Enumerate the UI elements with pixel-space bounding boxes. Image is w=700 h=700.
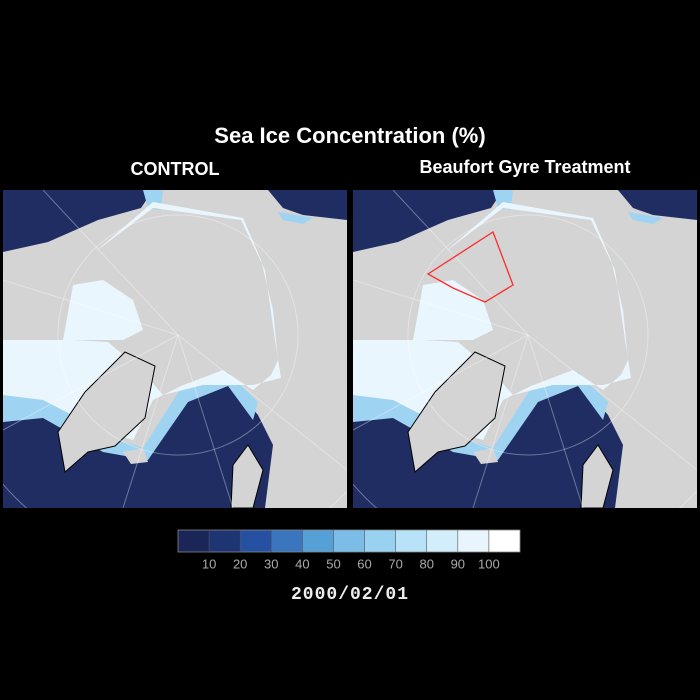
colorbar-tick-label: 30 <box>264 556 278 571</box>
colorbar-tick-label: 90 <box>451 556 465 571</box>
colorbar-tick-label: 70 <box>388 556 402 571</box>
colorbar-tick-label: 10 <box>202 556 216 571</box>
colorbar-box <box>395 530 427 552</box>
map-panel <box>353 190 697 508</box>
colorbar-box <box>426 530 458 552</box>
colorbar-tick-label: 100 <box>478 556 500 571</box>
colorbar-tick-label: 60 <box>357 556 371 571</box>
colorbar: 10 20 30 40 50 60 70 80 90 100 <box>177 529 521 571</box>
colorbar-tick-label: 20 <box>233 556 247 571</box>
panel-title: Beaufort Gyre Treatment <box>419 157 630 177</box>
colorbar-frame <box>177 529 521 553</box>
colorbar-box <box>364 530 396 552</box>
colorbar-box <box>271 530 303 552</box>
treatment-region <box>426 231 514 303</box>
colorbar-box <box>240 530 272 552</box>
date-label: 2000/02/01 <box>291 585 409 605</box>
colorbar-box <box>209 530 241 552</box>
figure-title: Sea Ice Concentration (%) <box>214 123 485 148</box>
colorbar-box <box>333 530 365 552</box>
colorbar-tick-label: 40 <box>295 556 309 571</box>
panel-title: CONTROL <box>131 159 220 179</box>
colorbar-box <box>302 530 334 552</box>
colorbar-box <box>178 530 210 552</box>
colorbar-tick-label: 80 <box>419 556 433 571</box>
colorbar-box <box>457 530 489 552</box>
colorbar-tick-label: 50 <box>326 556 340 571</box>
colorbar-box <box>488 530 520 552</box>
